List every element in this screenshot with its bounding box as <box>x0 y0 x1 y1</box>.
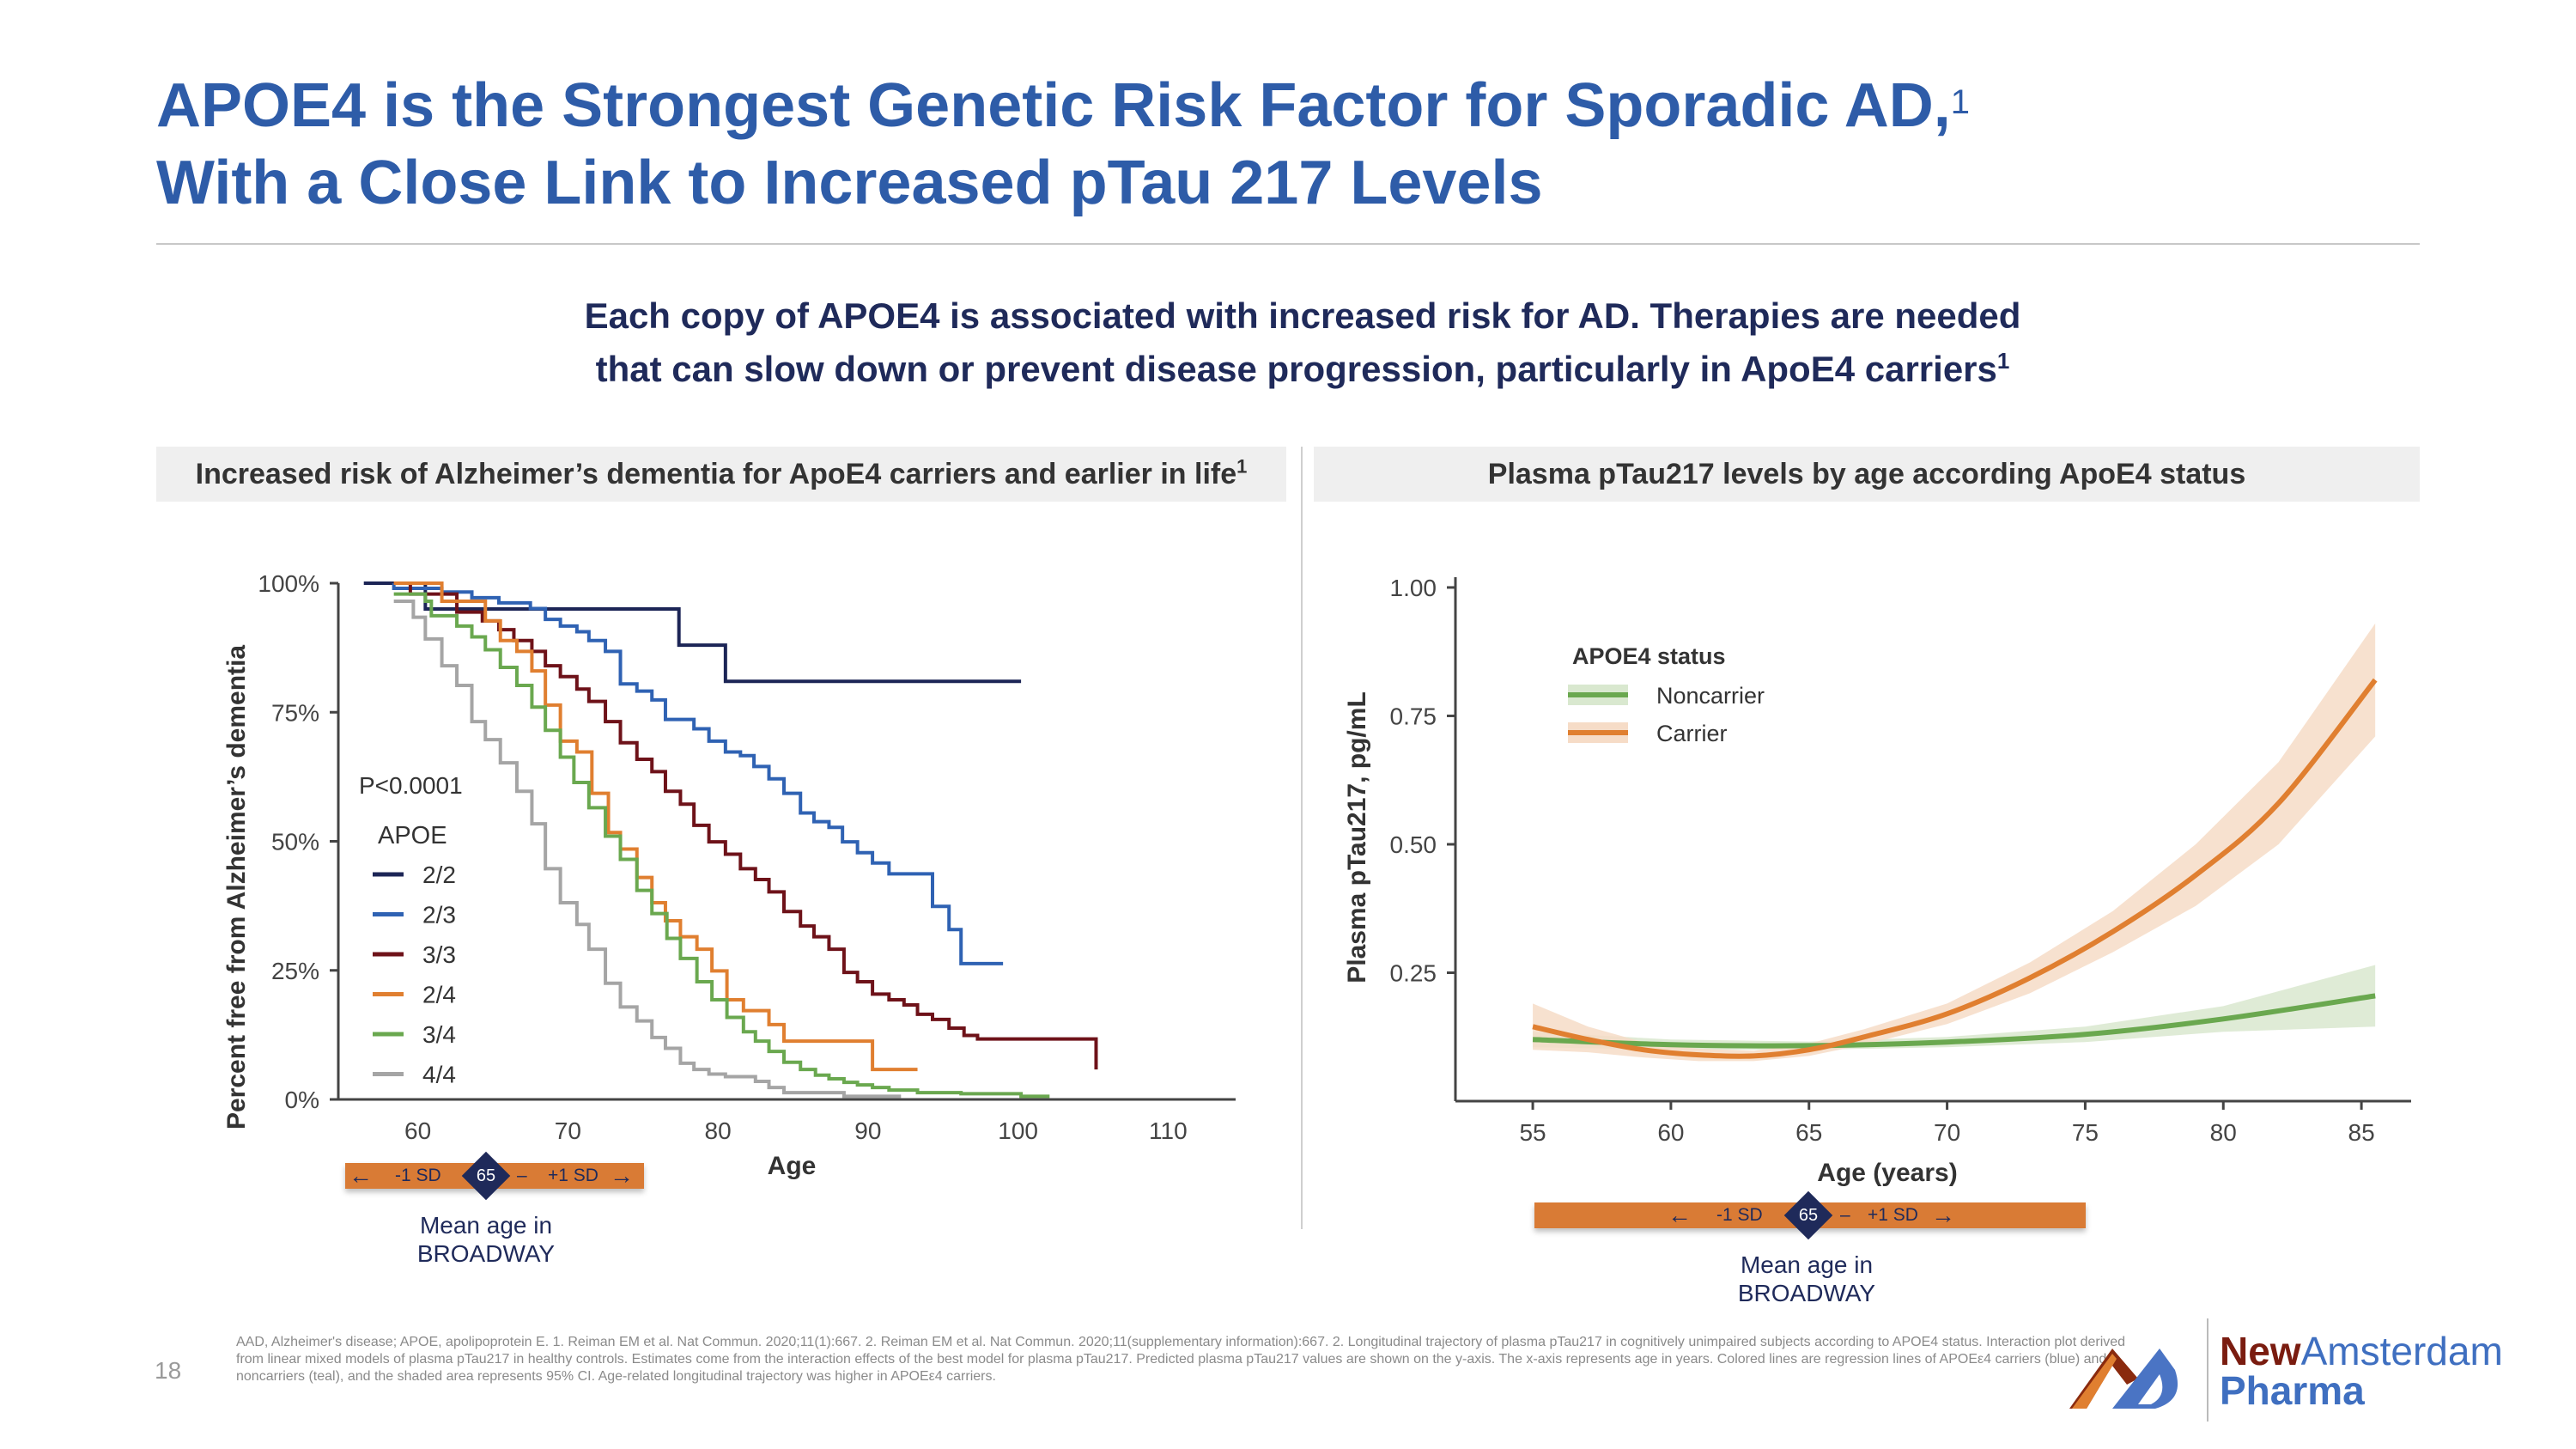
x-tick-label: 75 <box>2072 1119 2099 1146</box>
right-mean-age-caption: Mean age in BROADWAY <box>1678 1251 1935 1307</box>
regression-line-carrier <box>1532 678 2378 1059</box>
sd-dash: – <box>517 1166 527 1185</box>
company-logo-text: NewAmsterdam Pharma <box>2220 1331 2503 1410</box>
km-curve-3-3 <box>393 581 1098 1070</box>
caption-line-2: BROADWAY <box>416 1240 556 1267</box>
legend-label: 3/4 <box>422 1021 456 1048</box>
title-line-2: With a Close Link to Increased pTau 217 … <box>156 149 1543 217</box>
right-panel-header: Plasma pTau217 levels by age according A… <box>1314 447 2420 502</box>
subtitle-line-2: that can slow down or prevent disease pr… <box>595 349 1997 389</box>
legend-label: Carrier <box>1656 721 1728 746</box>
left-panel-header: Increased risk of Alzheimer’s dementia f… <box>156 447 1286 502</box>
km-curve-2-3 <box>392 583 1004 965</box>
footnote: AAD, Alzheimer's disease; APOE, apolipop… <box>236 1335 2126 1384</box>
y-axis-title: Plasma pTau217, pg/mL <box>1343 691 1371 983</box>
x-tick-label: 100 <box>998 1117 1038 1144</box>
p-value-annotation: P<0.0001 <box>359 772 463 799</box>
page-number: 18 <box>155 1357 182 1384</box>
left-header-footnote-ref: 1 <box>1236 455 1248 478</box>
legend-label: 2/4 <box>422 982 456 1008</box>
x-tick-label: 70 <box>1934 1119 1960 1146</box>
x-tick-label: 65 <box>1795 1119 1822 1146</box>
legend-label: 4/4 <box>422 1062 456 1088</box>
left-sd-bar: ← -1 SD – +1 SD → 65 <box>345 1151 644 1201</box>
x-tick-label: 60 <box>1657 1119 1684 1146</box>
y-tick-label: 100% <box>258 570 319 597</box>
y-axis-title: Percent free from Alzheimer’s dementia <box>222 645 251 1129</box>
x-tick-label: 55 <box>1519 1119 1546 1146</box>
right-arrow-icon: → <box>610 1162 634 1189</box>
left-arrow-icon: ← <box>1668 1202 1692 1228</box>
ci-band-carrier <box>1533 623 2376 1062</box>
mean-age-value: 65 <box>1798 1206 1819 1225</box>
legend-label: 2/3 <box>422 902 456 928</box>
left-mean-age-caption: Mean age in BROADWAY <box>357 1211 615 1268</box>
title-line-1: APOE4 is the Strongest Genetic Risk Fact… <box>156 71 1951 140</box>
x-tick-label: 90 <box>854 1117 881 1144</box>
legend-label: 3/3 <box>422 941 456 968</box>
newamsterdam-logo-icon <box>2069 1349 2178 1409</box>
subtitle-line-1: Each copy of APOE4 is associated with in… <box>584 295 2021 336</box>
caption-line-1: Mean age in <box>419 1212 553 1239</box>
x-tick-label: 85 <box>2348 1119 2375 1146</box>
minus-sd-label: -1 SD <box>395 1166 441 1185</box>
y-tick-label: 25% <box>271 958 319 984</box>
logo-divider <box>2207 1318 2208 1422</box>
mean-age-value: 65 <box>476 1166 496 1185</box>
slide-title: APOE4 is the Strongest Genetic Risk Fact… <box>156 67 1970 222</box>
y-tick-label: 0% <box>285 1087 319 1113</box>
subtitle: Each copy of APOE4 is associated with in… <box>0 294 2576 392</box>
left-arrow-icon: ← <box>349 1162 373 1189</box>
title-divider <box>156 243 2420 245</box>
plus-sd-label: +1 SD <box>1868 1205 1918 1225</box>
y-tick-label: 0.75 <box>1390 703 1437 729</box>
caption-line-2: BROADWAY <box>1737 1280 1876 1306</box>
y-tick-label: 1.00 <box>1390 575 1437 601</box>
logo-word-pharma: Pharma <box>2220 1368 2365 1413</box>
legend-title: APOE4 status <box>1572 643 1726 669</box>
caption-line-1: Mean age in <box>1740 1251 1874 1278</box>
plus-sd-label: +1 SD <box>548 1166 598 1185</box>
x-tick-label: 110 <box>1149 1117 1188 1144</box>
km-curve-3-4 <box>393 592 1050 1099</box>
km-curve-2-2 <box>363 581 1022 684</box>
legend-label: Noncarrier <box>1656 683 1765 709</box>
right-arrow-icon: → <box>1931 1202 1955 1228</box>
minus-sd-label: -1 SD <box>1716 1205 1763 1225</box>
y-tick-label: 50% <box>271 829 319 855</box>
km-curve-2-4 <box>393 581 918 1072</box>
x-axis-title: Age (years) <box>1817 1159 1957 1187</box>
subtitle-footnote-ref: 1 <box>1996 348 2010 374</box>
legend-label: 2/2 <box>422 861 456 888</box>
x-axis-title: Age <box>768 1152 817 1180</box>
right-sd-bar: ← -1 SD – +1 SD → 65 <box>1534 1190 2086 1240</box>
title-footnote-ref: 1 <box>1950 83 1971 121</box>
sd-dash: – <box>1840 1205 1850 1225</box>
y-tick-label: 0.25 <box>1390 959 1437 986</box>
panel-divider <box>1301 447 1303 1229</box>
left-panel-header-text: Increased risk of Alzheimer’s dementia f… <box>195 458 1237 490</box>
logo-word-amsterdam: Amsterdam <box>2300 1329 2503 1373</box>
x-tick-label: 70 <box>555 1117 581 1144</box>
x-tick-label: 60 <box>404 1117 431 1144</box>
x-tick-label: 80 <box>705 1117 732 1144</box>
logo-word-new: New <box>2220 1329 2301 1373</box>
km-curve-4-4 <box>393 600 902 1099</box>
legend-title: APOE <box>378 822 447 849</box>
x-tick-label: 80 <box>2210 1119 2237 1146</box>
y-tick-label: 75% <box>271 699 319 726</box>
regression-line-noncarrier <box>1532 993 2376 1049</box>
y-tick-label: 0.50 <box>1390 831 1437 858</box>
